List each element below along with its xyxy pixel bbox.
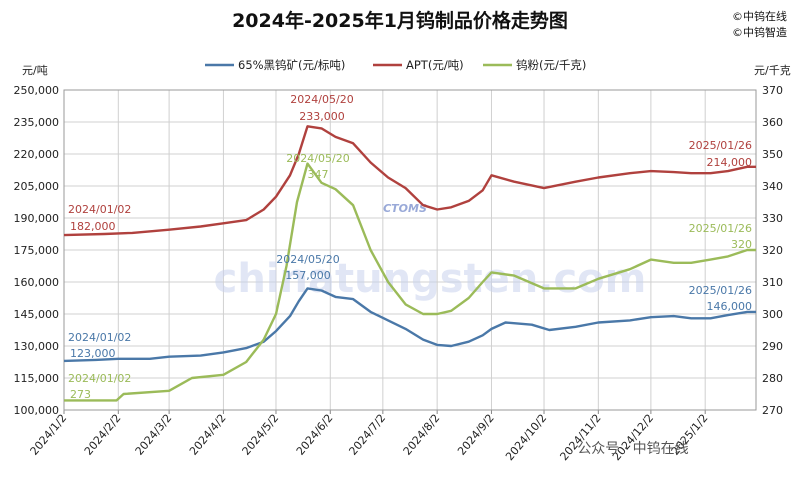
brand-line-1: ©中钨在线 bbox=[732, 9, 787, 23]
left-tick-label: 235,000 bbox=[14, 116, 60, 129]
apt-series-line bbox=[63, 125, 756, 237]
powder-annotation-value: 320 bbox=[731, 238, 752, 251]
logo-text: CTOMS bbox=[383, 202, 427, 215]
ore-annotation-value: 123,000 bbox=[70, 347, 116, 360]
legend-label-ore: 65%黑钨矿(元/标吨) bbox=[238, 58, 345, 72]
powder-series-line bbox=[64, 162, 756, 402]
x-tick-label: 2024/4/2 bbox=[187, 412, 229, 458]
left-axis-unit: 元/吨 bbox=[22, 64, 48, 77]
right-tick-label: 310 bbox=[762, 276, 783, 289]
right-tick-label: 300 bbox=[762, 308, 783, 321]
chart-title: 2024年-2025年1月钨制品价格走势图 bbox=[232, 9, 568, 32]
apt-annotation-value: 182,000 bbox=[70, 220, 116, 233]
legend-label-apt: APT(元/吨) bbox=[406, 58, 464, 72]
ore-annotation-date: 2025/01/26 bbox=[689, 284, 752, 297]
apt-annotation-value: 214,000 bbox=[707, 156, 753, 169]
apt-annotation-date: 2024/01/02 bbox=[68, 203, 131, 216]
right-tick-label: 270 bbox=[762, 404, 783, 417]
powder-annotation-value: 273 bbox=[70, 388, 91, 401]
x-tick-label: 2024/10/2 bbox=[503, 412, 549, 464]
grid-layer bbox=[63, 89, 756, 411]
x-tick-label: 2024/9/2 bbox=[455, 412, 497, 458]
left-tick-label: 100,000 bbox=[14, 404, 60, 417]
right-tick-label: 280 bbox=[762, 372, 783, 385]
left-tick-label: 205,000 bbox=[14, 180, 60, 193]
x-tick-label: 2024/3/2 bbox=[133, 412, 175, 458]
left-tick-label: 160,000 bbox=[14, 276, 60, 289]
left-tick-label: 175,000 bbox=[14, 244, 60, 257]
right-tick-label: 320 bbox=[762, 244, 783, 257]
powder-annotation-date: 2024/01/02 bbox=[68, 372, 131, 385]
left-tick-label: 190,000 bbox=[14, 212, 60, 225]
ore-annotation-value: 157,000 bbox=[285, 269, 331, 282]
right-tick-label: 350 bbox=[762, 148, 783, 161]
left-tick-label: 115,000 bbox=[14, 372, 60, 385]
right-tick-label: 360 bbox=[762, 116, 783, 129]
apt-annotation-date: 2025/01/26 bbox=[689, 139, 752, 152]
annotation-layer: 2024/01/02 123,000 2024/05/20 157,000 2025/0… bbox=[68, 93, 752, 401]
x-tick-label: 2024/5/2 bbox=[240, 412, 282, 458]
x-tick-label: 2024/2/2 bbox=[82, 412, 124, 458]
legend: 65%黑钨矿(元/标吨) APT(元/吨) 钨粉(元/千克) bbox=[205, 58, 586, 72]
right-tick-label: 290 bbox=[762, 340, 783, 353]
x-tick-label: 2024/8/2 bbox=[401, 412, 443, 458]
left-tick-label: 220,000 bbox=[14, 148, 60, 161]
right-tick-label: 340 bbox=[762, 180, 783, 193]
apt-annotation-date: 2024/05/20 bbox=[290, 93, 353, 106]
footer-source: 公众号 · 中钨在线 bbox=[577, 441, 688, 457]
ore-series-line bbox=[63, 287, 756, 363]
powder-annotation-value: 347 bbox=[308, 168, 329, 181]
right-tick-label: 370 bbox=[762, 84, 783, 97]
left-tick-label: 130,000 bbox=[14, 340, 60, 353]
ore-annotation-date: 2024/05/20 bbox=[276, 253, 339, 266]
apt-annotation-value: 233,000 bbox=[299, 110, 345, 123]
powder-annotation-date: 2025/01/26 bbox=[689, 222, 752, 235]
brand-line-2: ©中钨智造 bbox=[732, 25, 787, 39]
left-tick-label: 250,000 bbox=[14, 84, 60, 97]
ore-annotation-value: 146,000 bbox=[707, 300, 753, 313]
series-layer bbox=[63, 125, 756, 402]
powder-annotation-date: 2024/05/20 bbox=[286, 152, 349, 165]
x-tick-label: 2024/7/2 bbox=[346, 412, 388, 458]
right-tick-label: 330 bbox=[762, 212, 783, 225]
left-tick-label: 145,000 bbox=[14, 308, 60, 321]
legend-label-powder: 钨粉(元/千克) bbox=[516, 58, 586, 72]
x-tick-label: 2024/1/2 bbox=[28, 412, 70, 458]
right-axis-unit: 元/千克 bbox=[754, 64, 791, 77]
x-tick-label: 2024/6/2 bbox=[294, 412, 336, 458]
ore-annotation-date: 2024/01/02 bbox=[68, 331, 131, 344]
